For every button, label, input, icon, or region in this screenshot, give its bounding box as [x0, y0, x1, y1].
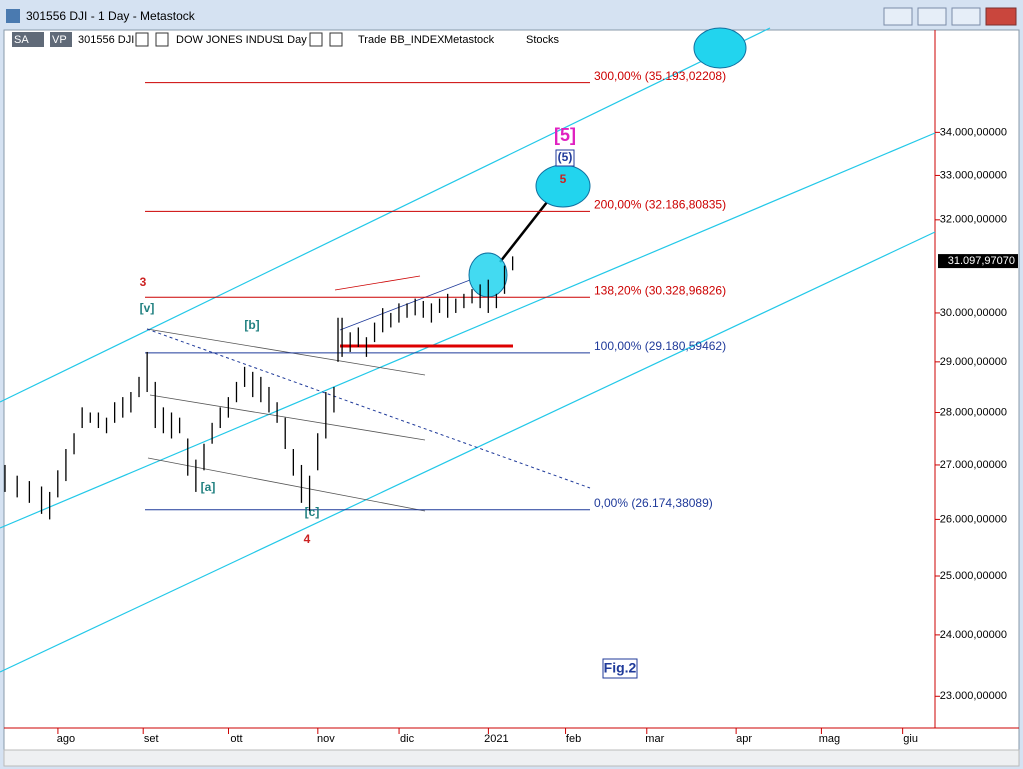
y-tick-label: 23.000,00000 [940, 690, 1007, 702]
fib-label: 100,00% (29.180,59462) [594, 339, 726, 353]
x-tick-label: ago [57, 733, 75, 745]
fib-label: 138,20% (30.328,96826) [594, 283, 726, 297]
toolbar-item: BB_INDEX [390, 34, 445, 46]
wave-label: [a] [201, 480, 216, 494]
last-price-tag [938, 254, 1018, 269]
maximize-button[interactable] [951, 7, 981, 26]
x-tick-label: 2021 [484, 733, 508, 745]
y-tick-label: 32.000,00000 [940, 214, 1007, 226]
dropdown [329, 32, 343, 47]
app-icon [6, 9, 20, 23]
toolbar-button-bg [12, 32, 44, 47]
x-tick-label: apr [736, 733, 752, 745]
target-ellipse [693, 27, 747, 69]
y-tick-label: 24.000,00000 [940, 629, 1007, 641]
toolbar-item: SA [14, 34, 29, 46]
wave-box [555, 149, 575, 167]
y-tick-label: 27.000,00000 [940, 459, 1007, 471]
fig-box [602, 658, 638, 679]
last-price-label: 31.097,97070 [948, 255, 1015, 267]
close-button[interactable] [985, 7, 1017, 26]
y-tick-label: 33.000,00000 [940, 169, 1007, 181]
fib-label: 0,00% (26.174,38089) [594, 496, 713, 510]
toolbar-item: 301556 DJI [78, 34, 134, 46]
wave-channel [146, 328, 426, 512]
channel-line [0, 132, 936, 529]
x-tick-label: mar [645, 733, 664, 745]
x-tick-label: ott [230, 733, 242, 745]
triangle-line [334, 275, 421, 291]
wave-label: [b] [244, 318, 259, 332]
trend-line [146, 328, 426, 376]
fib-label: 200,00% (32.186,80835) [594, 198, 726, 212]
triangle-line [339, 279, 471, 331]
channel-lines [0, 27, 936, 673]
minimize-button[interactable] [917, 7, 947, 26]
channel-line [0, 27, 771, 403]
x-tick-label: feb [566, 733, 581, 745]
y-tick-label: 34.000,00000 [940, 126, 1007, 138]
dropdown [155, 32, 169, 47]
window-title: 301556 DJI - 1 Day - Metastock [26, 9, 196, 23]
y-tick-label: 25.000,00000 [940, 570, 1007, 582]
x-tick-label: giu [903, 733, 918, 745]
dropdown [135, 32, 149, 47]
scrollbar[interactable] [3, 749, 1020, 767]
trend-line [149, 394, 426, 441]
restore-button[interactable] [883, 7, 913, 26]
x-tick-label: mag [819, 733, 840, 745]
wave-label: [v] [140, 301, 155, 315]
toolbar-item: Metastock [444, 34, 495, 46]
trend-line [147, 457, 426, 512]
wave-label: [c] [305, 505, 320, 519]
y-tick-label: 26.000,00000 [940, 513, 1007, 525]
dashed-trend [146, 328, 591, 489]
channel-line [0, 231, 936, 673]
wave-label: [5] [554, 125, 576, 145]
toolbar-item: DOW JONES INDUS [176, 34, 280, 46]
wave-label: (5) [558, 150, 573, 164]
y-tick-label: 30.000,00000 [940, 307, 1007, 319]
x-tick-label: nov [317, 733, 335, 745]
toolbar-item: 1 Day [278, 34, 307, 46]
x-tick-label: dic [400, 733, 415, 745]
toolbar-item: Stocks [526, 34, 560, 46]
dropdown [309, 32, 323, 47]
wave-label: 3 [140, 275, 147, 289]
fib-label: 300,00% (35.193,02208) [594, 69, 726, 83]
annotation: Fig.2 [604, 660, 637, 676]
x-tick-label: set [144, 733, 159, 745]
y-tick-label: 28.000,00000 [940, 406, 1007, 418]
y-tick-label: 29.000,00000 [940, 356, 1007, 368]
wave-label: 4 [304, 532, 311, 546]
wave-label: 5 [560, 172, 567, 186]
toolbar-button-bg [50, 32, 72, 47]
chart-area [3, 29, 1020, 767]
toolbar-item: Trade [358, 34, 386, 46]
toolbar-item: VP [52, 34, 67, 46]
